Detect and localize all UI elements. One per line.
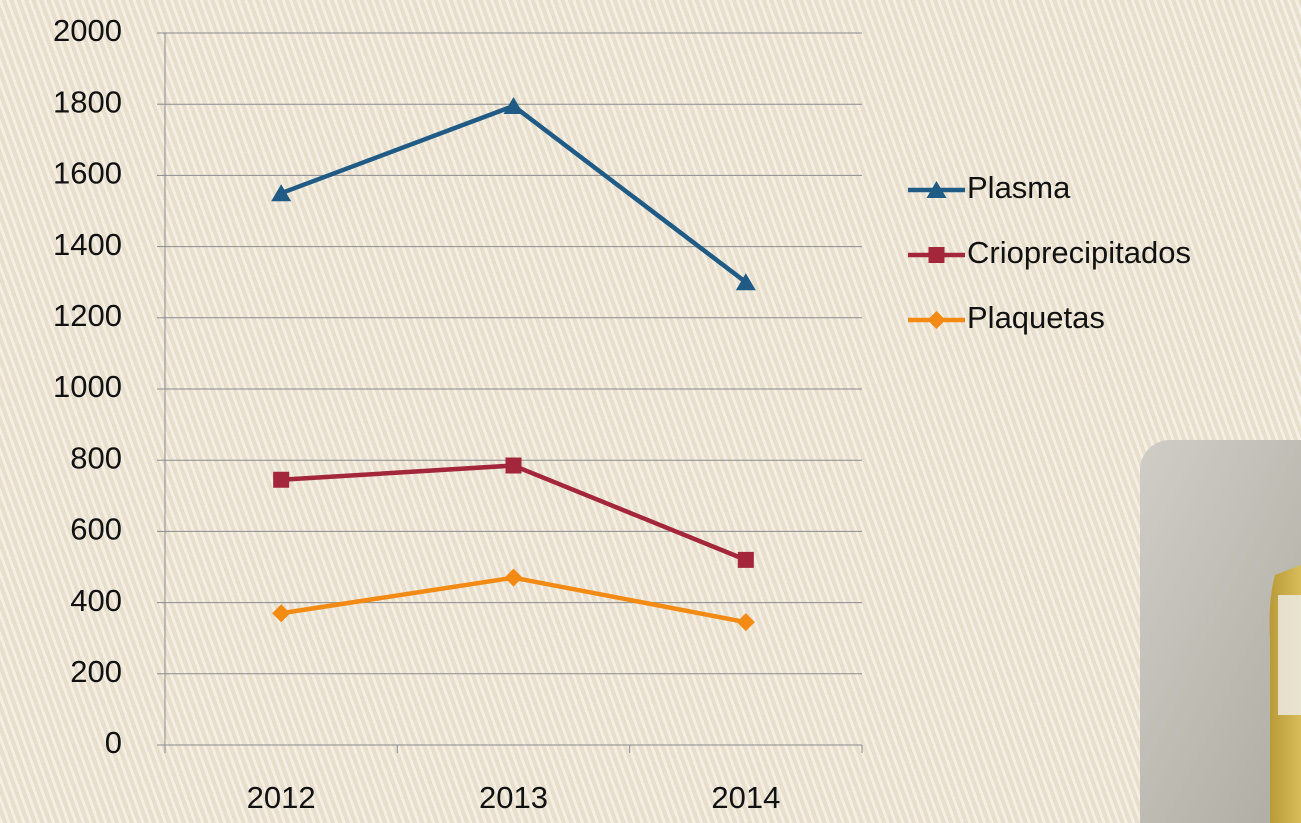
y-tick-label: 0 bbox=[105, 725, 122, 760]
y-tick-label: 800 bbox=[70, 440, 122, 475]
line bbox=[281, 463, 747, 562]
marker bbox=[737, 551, 754, 568]
y-tick-label: 600 bbox=[70, 512, 122, 547]
marker bbox=[505, 457, 522, 474]
legend-label: Plasma bbox=[967, 170, 1071, 205]
photo-label bbox=[1278, 595, 1301, 715]
marker bbox=[503, 96, 524, 114]
y-tick-label: 1800 bbox=[53, 84, 122, 119]
marker bbox=[504, 568, 523, 587]
y-tick-label: 1000 bbox=[53, 369, 122, 404]
marker bbox=[271, 184, 292, 202]
marker bbox=[927, 311, 946, 329]
y-tick-label: 2000 bbox=[53, 13, 122, 48]
marker bbox=[272, 604, 291, 623]
legend-label: Plaquetas bbox=[967, 300, 1105, 335]
marker bbox=[928, 247, 945, 263]
marker bbox=[736, 613, 755, 632]
marker bbox=[273, 471, 290, 488]
marker bbox=[926, 181, 947, 198]
x-tick-label: 2012 bbox=[247, 780, 316, 815]
legend-label: Crioprecipitados bbox=[967, 235, 1191, 270]
x-tick-label: 2013 bbox=[479, 780, 548, 815]
y-tick-label: 400 bbox=[70, 583, 122, 618]
marker bbox=[735, 273, 756, 291]
photo bbox=[1140, 440, 1301, 823]
y-tick-label: 1200 bbox=[53, 298, 122, 333]
y-tick-label: 1600 bbox=[53, 156, 122, 191]
y-tick-label: 1400 bbox=[53, 227, 122, 262]
y-tick-label: 200 bbox=[70, 654, 122, 689]
line bbox=[280, 103, 748, 284]
x-tick-label: 2014 bbox=[711, 780, 780, 815]
